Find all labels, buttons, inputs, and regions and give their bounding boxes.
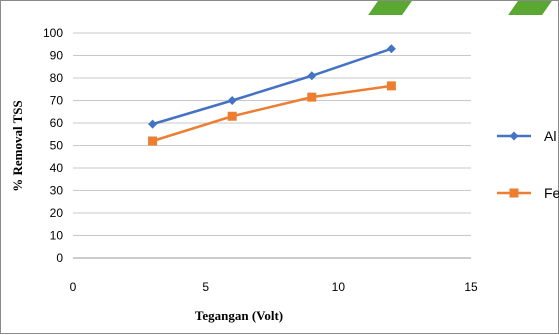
y-axis-title: % Removal TSS: [10, 100, 25, 192]
y-tick-label: 100: [43, 26, 63, 40]
legend: Al Fe: [497, 128, 559, 201]
y-tick-label: 50: [50, 139, 64, 153]
grid-lines: [73, 32, 471, 259]
y-tick-label: 0: [56, 251, 63, 265]
y-tick-label: 40: [50, 161, 64, 175]
data-point-fe: [307, 92, 317, 102]
y-tick-label: 70: [50, 94, 64, 108]
x-tick-label: 5: [202, 280, 209, 294]
data-point-fe: [386, 81, 396, 91]
x-tick-label: 10: [332, 280, 346, 294]
y-tick-label: 90: [50, 49, 64, 63]
y-tick-label: 10: [50, 229, 64, 243]
y-tick-label: 30: [50, 184, 64, 198]
legend-marker-al: [509, 131, 519, 141]
x-tick-label: 0: [70, 280, 77, 294]
legend-label-fe: Fe: [544, 185, 559, 201]
x-axis-tick-labels: 0 5 10 15: [70, 280, 478, 294]
y-tick-label: 80: [50, 71, 64, 85]
x-tick-label: 15: [464, 280, 478, 294]
series-line-fe: [152, 84, 392, 143]
y-tick-label: 60: [50, 116, 64, 130]
data-point-al: [227, 96, 237, 105]
y-tick-label: 20: [50, 206, 64, 220]
legend-label-al: Al: [544, 128, 556, 144]
data-point-al: [148, 119, 158, 129]
y-axis-tick-labels: 0 10 20 30 40 50 60 70 80 90 100: [43, 26, 63, 265]
legend-marker-fe: [509, 188, 519, 198]
data-point-fe: [148, 136, 158, 146]
data-point-al: [386, 44, 396, 54]
series-lines: [148, 44, 396, 146]
x-axis-title: Tegangan (Volt): [195, 308, 283, 323]
data-point-fe: [227, 111, 237, 121]
series-line-al: [152, 47, 392, 126]
data-point-al: [307, 71, 317, 81]
